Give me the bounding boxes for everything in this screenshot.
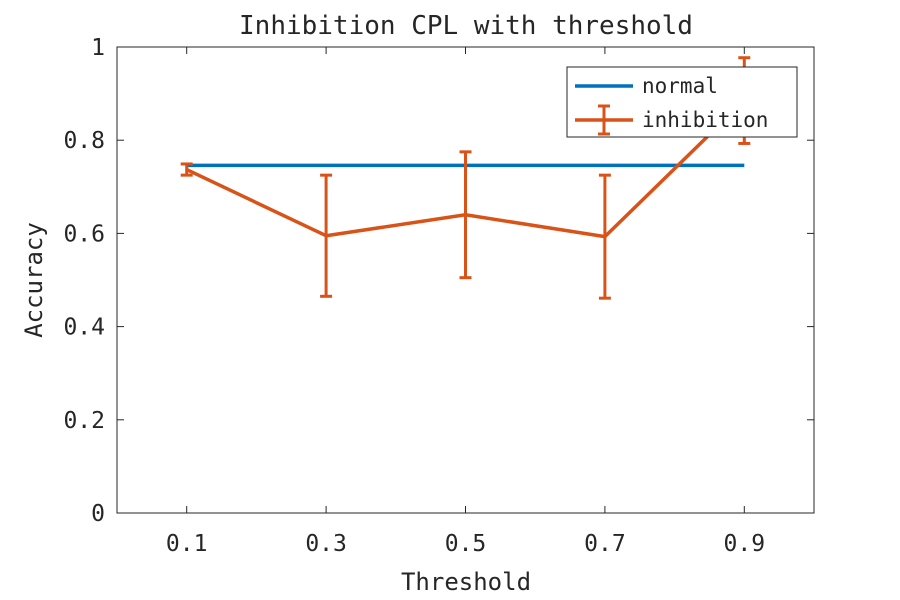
x-tick-label: 0.1 (166, 531, 208, 557)
x-axis-label: Threshold (401, 568, 531, 596)
y-tick-label: 0.6 (63, 221, 105, 247)
chart-title: Inhibition CPL with threshold (239, 11, 693, 41)
y-tick-label: 0.4 (63, 315, 105, 341)
x-axis: 0.1 0.3 0.5 0.7 0.9 (166, 47, 765, 557)
legend-label-normal: normal (642, 74, 718, 98)
x-tick-label: 0.9 (724, 531, 766, 557)
y-axis-label: Accuracy (20, 222, 48, 338)
y-axis: 0 0.2 0.4 0.6 0.8 1 (63, 35, 814, 527)
y-tick-label: 0 (91, 501, 105, 527)
y-tick-label: 0.2 (63, 408, 105, 434)
x-tick-label: 0.5 (445, 531, 487, 557)
y-tick-label: 1 (91, 35, 105, 61)
y-tick-label: 0.8 (63, 128, 105, 154)
x-tick-label: 0.7 (584, 531, 626, 557)
x-tick-label: 0.3 (305, 531, 347, 557)
legend: normal inhibition (566, 66, 798, 138)
legend-label-inhibition: inhibition (642, 108, 768, 132)
